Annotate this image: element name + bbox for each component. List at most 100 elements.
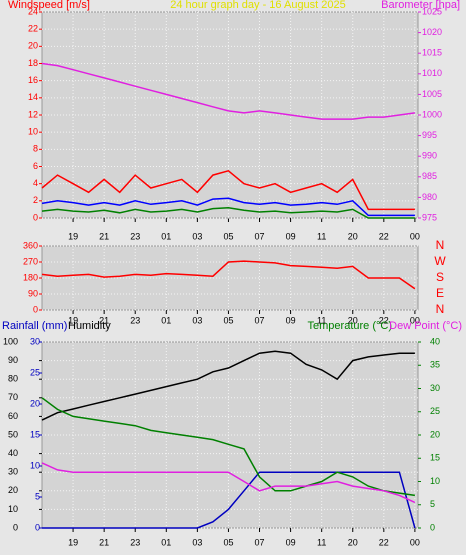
y2-tick-label: 40: [430, 336, 440, 346]
x-tick-label: 00: [410, 231, 420, 241]
y-tick-label: 8: [33, 144, 38, 154]
y3-tick-label: 10: [30, 460, 40, 470]
x-tick-label: 03: [192, 315, 202, 325]
x-tick-label: 21: [99, 315, 109, 325]
y2-tick-label: 5: [430, 499, 435, 509]
plot-area: [41, 11, 419, 219]
series-line: [41, 169, 415, 211]
x-tick-label: 20: [348, 315, 358, 325]
y2-tick-label: 35: [430, 360, 440, 370]
x-tick-label: 05: [223, 231, 233, 241]
x-tick-label: 00: [410, 537, 420, 547]
x-tick-label: 20: [348, 231, 358, 241]
x-tick-label: 22: [379, 315, 389, 325]
y3-tick-label: 0: [35, 522, 40, 532]
plot-area: [41, 245, 419, 311]
y2-tick-label: 0: [430, 522, 435, 532]
y2-tick-label: 1020: [422, 27, 442, 37]
legend-entry: Rainfall (mm): [2, 320, 67, 332]
y-tick-label: 24: [28, 6, 38, 16]
series-line: [41, 397, 416, 497]
x-tick-label: 22: [379, 231, 389, 241]
x-tick-label: 23: [130, 231, 140, 241]
y2-tick-label: 990: [422, 151, 437, 161]
x-tick-label: 00: [410, 315, 420, 325]
legend-entry: Temperature (°C): [308, 320, 392, 332]
x-tick-label: 05: [223, 537, 233, 547]
x-tick-label: 01: [161, 315, 171, 325]
x-tick-label: 07: [255, 537, 265, 547]
y-tick-label: 4: [33, 178, 38, 188]
y2-tick-label: 975: [422, 212, 437, 222]
y2-tick-label: 25: [430, 406, 440, 416]
x-tick-label: 11: [317, 537, 326, 547]
x-tick-label: 01: [161, 537, 171, 547]
y-tick-label: 18: [28, 58, 38, 68]
y2-tick-label: 10: [430, 476, 440, 486]
y2-tick-label: N: [436, 238, 445, 252]
y2-tick-label: 1005: [422, 89, 442, 99]
y2-tick-label: 985: [422, 171, 437, 181]
y3-tick-label: 15: [30, 429, 40, 439]
y2-tick-label: 1025: [422, 6, 442, 16]
y-tick-label: 0: [13, 522, 18, 532]
y-tick-label: 10: [28, 127, 38, 137]
x-tick-label: 03: [192, 537, 202, 547]
x-tick-label: 21: [99, 537, 109, 547]
y2-tick-label: 15: [430, 453, 440, 463]
chart-title: 24 hour graph day - 16 August 2025: [170, 0, 346, 11]
series-line: [41, 260, 416, 290]
x-tick-label: 21: [99, 231, 109, 241]
y-tick-label: 60: [8, 411, 18, 421]
y-tick-label: 20: [8, 485, 18, 495]
y-tick-label: 40: [8, 448, 18, 458]
y-tick-label: 80: [8, 374, 18, 384]
x-tick-label: 09: [286, 315, 296, 325]
y-tick-label: 6: [33, 161, 38, 171]
y-tick-label: 16: [28, 75, 38, 85]
x-tick-label: 19: [68, 315, 78, 325]
y2-tick-label: E: [436, 286, 444, 300]
y3-tick-label: 30: [30, 336, 40, 346]
y-tick-label: 12: [28, 109, 38, 119]
y2-tick-label: 20: [430, 429, 440, 439]
y2-tick-label: N: [436, 302, 445, 316]
y2-tick-label: 1015: [422, 48, 442, 58]
y-tick-label: 90: [8, 355, 18, 365]
x-tick-label: 22: [379, 537, 389, 547]
x-tick-label: 07: [255, 315, 265, 325]
y-tick-label: 22: [28, 24, 38, 34]
y2-tick-label: 30: [430, 383, 440, 393]
y-tick-label: 0: [33, 304, 38, 314]
y-tick-label: 90: [28, 288, 38, 298]
x-tick-label: 19: [68, 231, 78, 241]
plot-area: [41, 341, 419, 529]
y-label: Windspeed [m/s]: [8, 0, 90, 11]
legend-entry: Dew Point (°C): [389, 320, 462, 332]
x-tick-label: 23: [130, 315, 140, 325]
y-tick-label: 2: [33, 195, 38, 205]
x-tick-label: 09: [286, 537, 296, 547]
x-tick-label: 01: [161, 231, 171, 241]
legend-entry: Humidity: [68, 320, 111, 332]
y-tick-label: 180: [23, 272, 38, 282]
y2-tick-label: W: [434, 254, 446, 268]
x-tick-label: 09: [286, 231, 296, 241]
y2-tick-label: S: [436, 270, 444, 284]
series-line: [41, 62, 416, 120]
y2-tick-label: 995: [422, 130, 437, 140]
series-line: [42, 471, 416, 529]
x-tick-label: 07: [255, 231, 265, 241]
series-line: [41, 197, 415, 217]
y-tick-label: 100: [3, 336, 18, 346]
series-line: [41, 350, 415, 421]
y2-label: Barometer [hpa]: [381, 0, 460, 11]
x-tick-label: 03: [192, 231, 202, 241]
x-tick-label: 05: [223, 315, 233, 325]
y-tick-label: 360: [23, 240, 38, 250]
x-tick-label: 11: [317, 315, 326, 325]
y3-tick-label: 20: [30, 398, 40, 408]
y-tick-label: 70: [8, 392, 18, 402]
